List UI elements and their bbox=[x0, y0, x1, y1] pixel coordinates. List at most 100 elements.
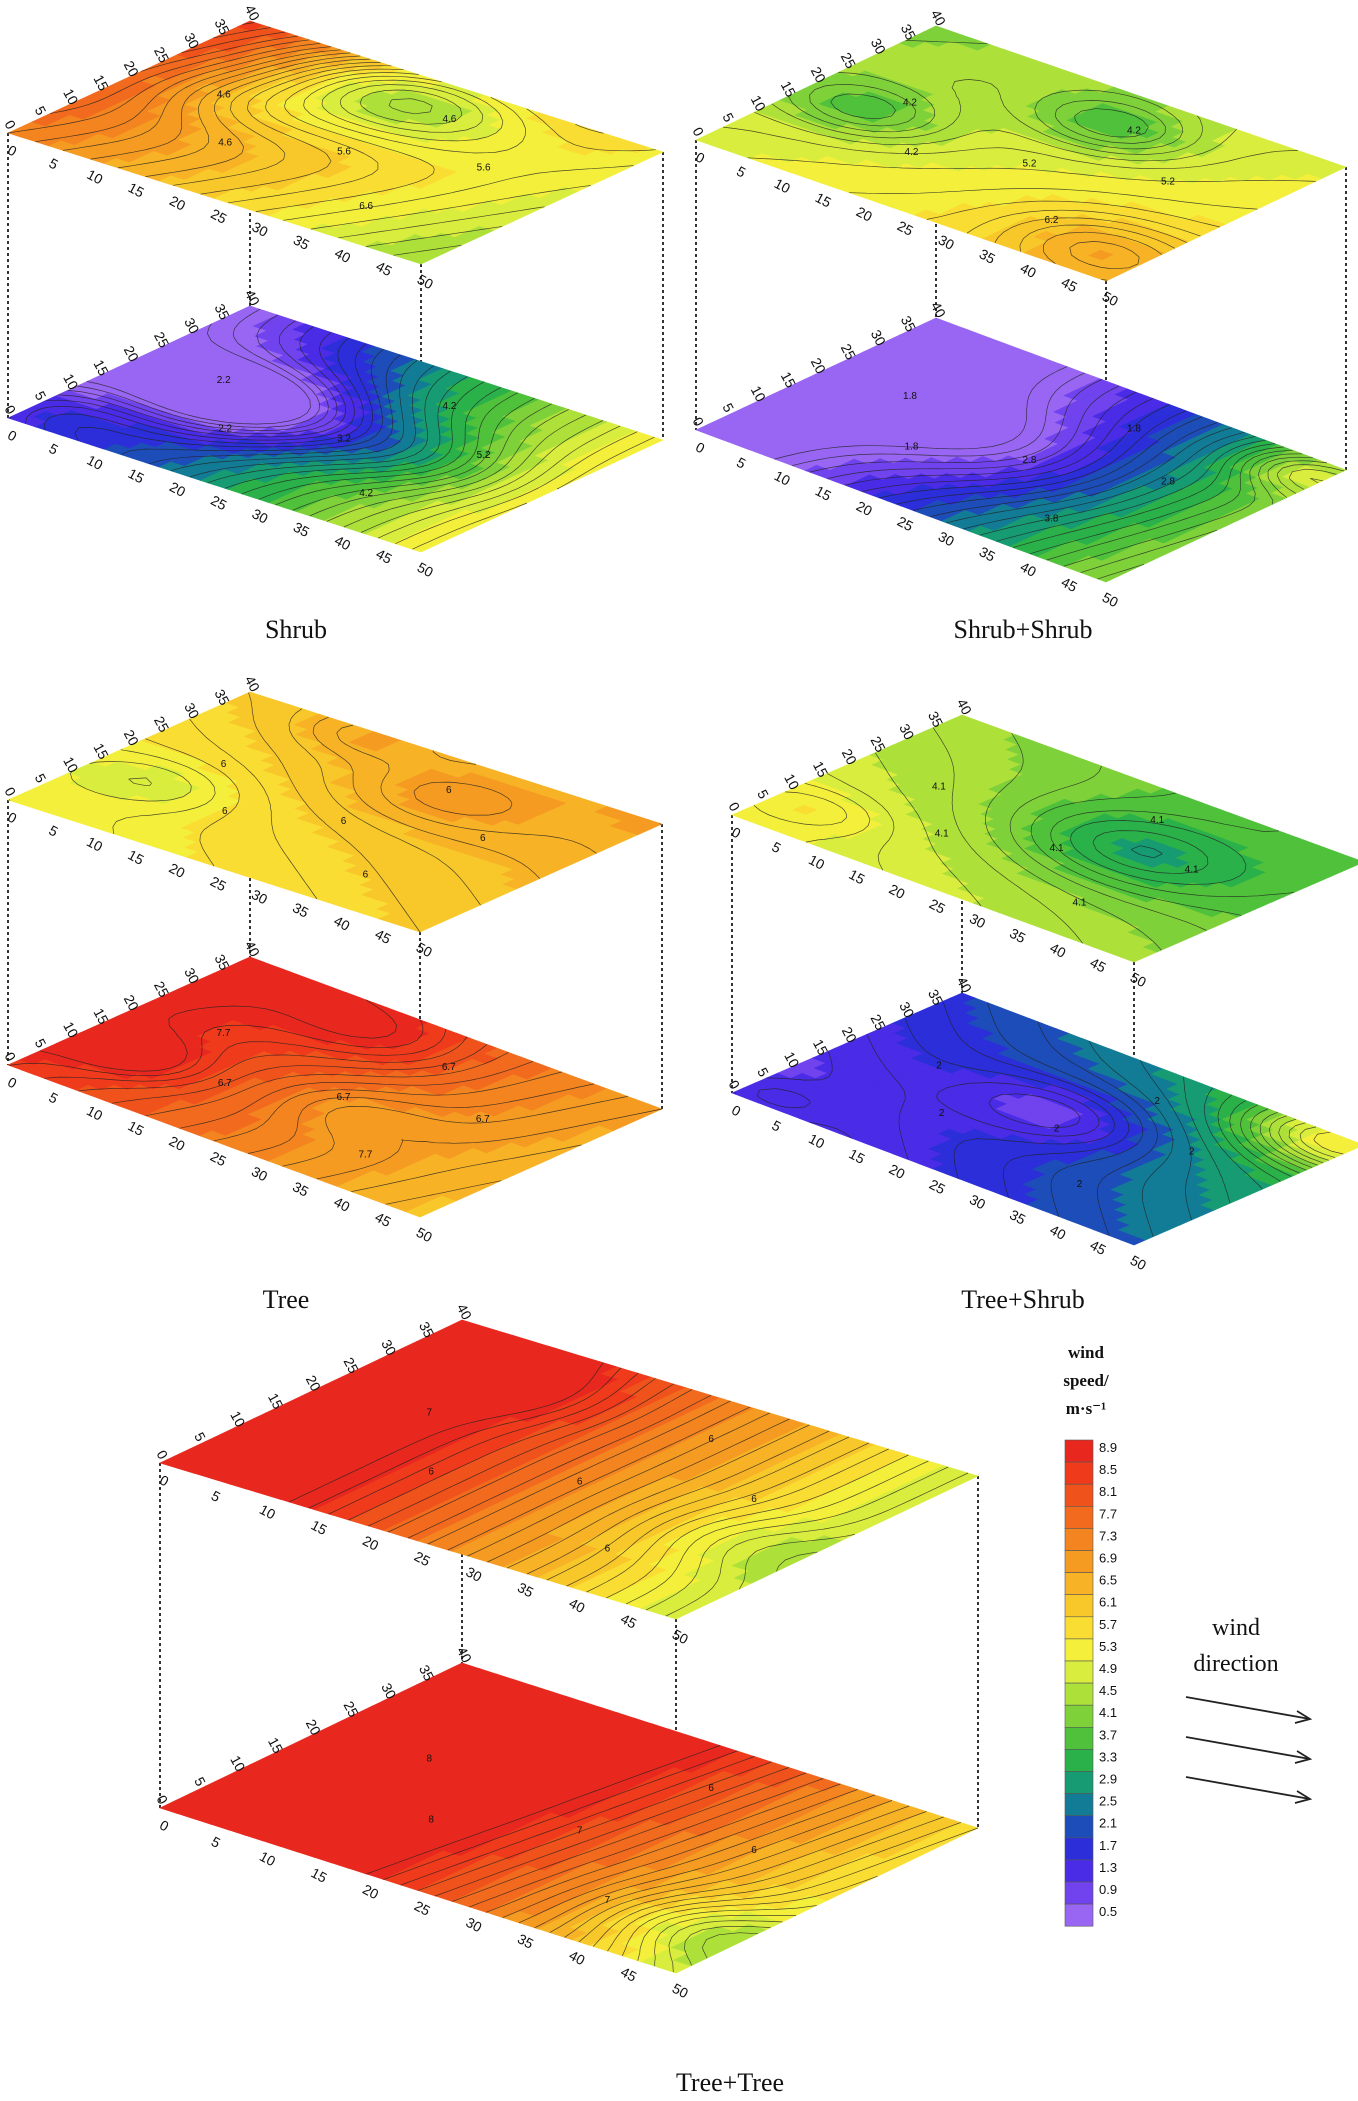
x-tick-label: 0 bbox=[5, 427, 20, 445]
contour-label: 4.1 bbox=[1150, 815, 1164, 826]
contour-panel-tree: 6666660510152025303540455005101520253035… bbox=[2, 673, 663, 1314]
x-tick-label: 0 bbox=[5, 809, 20, 827]
y-tick-label: 40 bbox=[242, 673, 264, 694]
x-tick-label: 15 bbox=[813, 189, 834, 211]
contour-label: 6.2 bbox=[1045, 215, 1059, 226]
contour-label: 2.2 bbox=[217, 375, 231, 386]
contour-label: 6.7 bbox=[442, 1062, 456, 1073]
x-tick-label: 5 bbox=[734, 454, 749, 472]
contour-label: 4.6 bbox=[217, 90, 231, 101]
contour-label: 6 bbox=[480, 833, 486, 844]
x-tick-label: 0 bbox=[5, 1074, 20, 1092]
contour-label: 7.7 bbox=[217, 1028, 231, 1039]
x-tick-label: 35 bbox=[290, 899, 311, 921]
y-tick-label: 35 bbox=[211, 16, 233, 37]
contour-label: 4.6 bbox=[218, 137, 232, 148]
layer-upper: 4.24.25.26.25.24.20510152025303540455005… bbox=[690, 7, 1347, 310]
y-tick-label: 40 bbox=[242, 938, 264, 959]
x-tick-label: 10 bbox=[772, 175, 793, 197]
panel-caption: Tree bbox=[263, 1285, 310, 1314]
contour-label: 6 bbox=[446, 785, 452, 796]
contour-label: 4.2 bbox=[359, 488, 373, 499]
x-tick-label: 50 bbox=[414, 1224, 435, 1246]
x-tick-label: 30 bbox=[250, 505, 271, 527]
contour-label: 4.2 bbox=[442, 401, 456, 412]
x-tick-label: 30 bbox=[936, 231, 957, 253]
x-tick-label: 10 bbox=[84, 166, 105, 188]
contour-label: 4.1 bbox=[1185, 865, 1199, 876]
contour-label: 2.8 bbox=[1161, 476, 1175, 487]
layer-lower: 7.76.76.77.76.76.70510152025303540455005… bbox=[2, 938, 663, 1246]
x-tick-label: 25 bbox=[895, 513, 916, 535]
layer-upper: 4.14.14.14.14.14.10510152025303540455005… bbox=[726, 696, 1358, 990]
x-tick-label: 15 bbox=[125, 1117, 146, 1139]
y-tick-label: 25 bbox=[151, 44, 173, 65]
contour-label: 4.2 bbox=[905, 147, 919, 158]
contour-label: 4.1 bbox=[1073, 897, 1087, 908]
x-tick-label: 25 bbox=[927, 895, 948, 917]
x-tick-label: 10 bbox=[84, 452, 105, 474]
x-tick-label: 25 bbox=[208, 492, 229, 514]
contour-label: 5.6 bbox=[477, 163, 491, 174]
contour-label: 1.8 bbox=[903, 391, 917, 402]
y-tick-label: 10 bbox=[60, 86, 82, 107]
contour-label: 1.8 bbox=[905, 442, 919, 453]
y-tick-label: 30 bbox=[181, 30, 203, 51]
contour-label: 6 bbox=[222, 806, 228, 817]
x-tick-label: 20 bbox=[167, 478, 188, 500]
contour-panel-shrub: 4.64.65.66.65.64.60510152025303540455005… bbox=[2, 2, 664, 644]
x-tick-label: 50 bbox=[1128, 969, 1149, 991]
x-tick-label: 20 bbox=[854, 498, 875, 520]
x-tick-label: 40 bbox=[332, 532, 353, 554]
y-tick-label: 40 bbox=[242, 287, 264, 308]
contour-label: 6 bbox=[221, 759, 227, 770]
x-tick-label: 10 bbox=[84, 833, 105, 855]
x-tick-label: 30 bbox=[967, 910, 988, 932]
panel-caption: Shrub bbox=[265, 615, 327, 644]
contour-label: 6 bbox=[363, 869, 369, 880]
x-tick-label: 30 bbox=[936, 528, 957, 550]
contour-label: 5.2 bbox=[1023, 158, 1037, 169]
x-tick-label: 35 bbox=[291, 232, 312, 254]
layer-lower: 2222220510152025303540455005101520253035… bbox=[726, 974, 1358, 1273]
x-tick-label: 35 bbox=[290, 1178, 311, 1200]
x-tick-label: 20 bbox=[167, 192, 188, 214]
contour-label: 6 bbox=[341, 816, 347, 827]
y-tick-label: 40 bbox=[928, 299, 950, 320]
contour-label: 5.2 bbox=[477, 450, 491, 461]
x-tick-label: 50 bbox=[1100, 288, 1121, 310]
x-tick-label: 15 bbox=[125, 846, 146, 868]
x-tick-label: 5 bbox=[46, 822, 61, 840]
x-tick-label: 25 bbox=[208, 1148, 229, 1170]
x-tick-label: 5 bbox=[46, 155, 61, 173]
x-tick-label: 50 bbox=[414, 939, 435, 961]
x-tick-label: 45 bbox=[373, 258, 394, 280]
x-tick-label: 15 bbox=[846, 866, 867, 888]
surface-cell bbox=[636, 147, 664, 158]
y-tick-label: 15 bbox=[90, 72, 112, 93]
x-tick-label: 5 bbox=[46, 1089, 61, 1107]
x-tick-label: 0 bbox=[693, 439, 708, 457]
layer-upper: 4.64.65.66.65.64.60510152025303540455005… bbox=[2, 2, 664, 292]
x-tick-label: 35 bbox=[291, 519, 312, 541]
x-tick-label: 45 bbox=[1088, 954, 1109, 976]
x-tick-label: 0 bbox=[5, 142, 20, 160]
layer-upper: 6666660510152025303540455005101520253035… bbox=[2, 673, 663, 961]
y-tick-label: 40 bbox=[242, 2, 264, 23]
x-tick-label: 45 bbox=[373, 1209, 394, 1231]
x-tick-label: 20 bbox=[854, 203, 875, 225]
contour-label: 4.1 bbox=[932, 781, 946, 792]
x-tick-label: 15 bbox=[126, 179, 147, 201]
contour-label: 5.6 bbox=[337, 147, 351, 158]
x-tick-label: 0 bbox=[729, 824, 744, 842]
x-tick-label: 20 bbox=[887, 881, 908, 903]
layer-lower: 1.81.82.83.82.81.80510152025303540455005… bbox=[690, 299, 1347, 610]
x-tick-label: 5 bbox=[769, 838, 784, 856]
contour-label: 2.2 bbox=[218, 423, 232, 434]
contour-label: 2.8 bbox=[1023, 455, 1037, 466]
x-tick-label: 40 bbox=[332, 245, 353, 267]
y-tick-label: 40 bbox=[954, 696, 976, 717]
x-tick-label: 50 bbox=[415, 559, 436, 581]
